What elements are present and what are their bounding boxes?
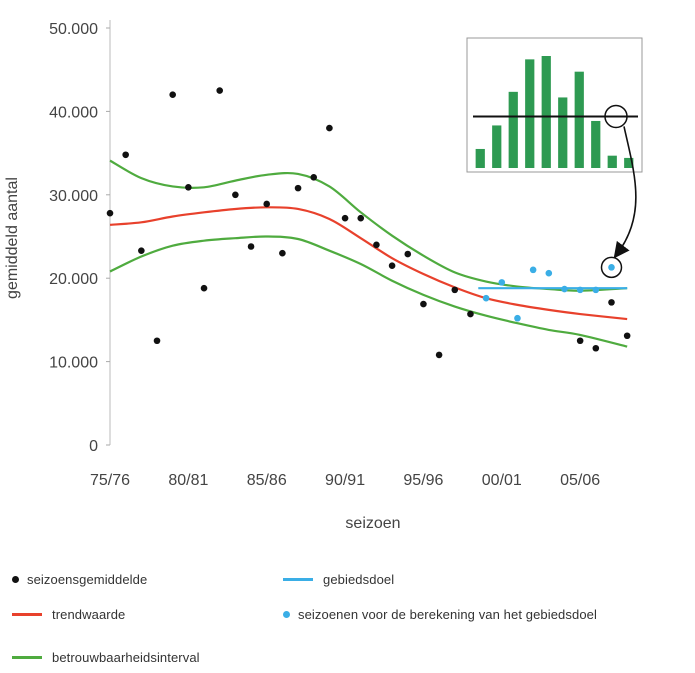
data-point	[357, 214, 365, 222]
data-point	[106, 209, 114, 217]
y-tick-label: 20.000	[49, 271, 98, 288]
data-point	[576, 286, 584, 294]
data-point	[482, 294, 490, 302]
data-point	[623, 332, 631, 340]
legend-item-trendwaarde: trendwaarde	[12, 607, 125, 622]
y-tick-label: 50.000	[49, 21, 98, 38]
data-point	[498, 279, 506, 286]
data-point	[420, 300, 427, 308]
y-axis-label: gemiddeld aantal	[4, 177, 21, 299]
series-line-betrouwbaarheidsinterval-lower	[109, 235, 628, 348]
data-point	[185, 183, 192, 191]
data-point	[310, 173, 318, 181]
data-point	[592, 286, 600, 294]
data-point	[561, 285, 568, 293]
legend-item-gebiedsdoel: gebiedsdoel	[283, 572, 394, 587]
data-point	[138, 247, 145, 254]
inset-bar	[475, 148, 485, 168]
x-tick-label: 80/81	[168, 472, 208, 489]
data-point	[216, 87, 224, 94]
series-line-trendwaarde	[109, 206, 628, 321]
inset-bar	[607, 155, 617, 168]
legend-label: seizoensgemiddelde	[27, 572, 148, 587]
x-axis-ticks: 75/76 80/81 85/86 90/91 95/96 00/01 05/06	[90, 472, 600, 489]
data-point	[232, 191, 239, 199]
legend-label: seizoenen voor de berekening van het geb…	[298, 607, 597, 622]
chart: 0 10.000 20.000 30.000 40.000 50.000 75/76 80/…	[4, 20, 643, 532]
legend-label: gebiedsdoel	[323, 572, 395, 587]
legend-line-icon	[12, 613, 42, 616]
x-tick-label: 85/86	[247, 472, 287, 489]
y-tick-label: 30.000	[49, 188, 98, 205]
callout-arrow	[613, 126, 637, 259]
legend-item-gebiedsdoel-seizoenen: seizoenen voor de berekening van het geb…	[283, 607, 597, 622]
highlight-circle	[600, 256, 623, 279]
legend-item-betrouwbaarheidsinterval: betrouwbaarheidsinterval	[12, 650, 200, 665]
data-point	[529, 266, 537, 274]
legend-dot-icon	[12, 576, 19, 583]
x-tick-label: 05/06	[560, 472, 600, 489]
legend-label: betrouwbaarheidsinterval	[52, 650, 200, 665]
data-point	[435, 351, 443, 359]
data-point	[247, 243, 255, 250]
inset-bar	[574, 71, 584, 168]
data-point	[608, 299, 615, 306]
data-point	[279, 249, 286, 257]
legend-line-icon	[12, 656, 42, 659]
legend-line-icon	[283, 578, 313, 581]
data-point	[451, 286, 459, 294]
x-tick-label: 75/76	[90, 472, 130, 489]
inset-bar	[525, 59, 535, 168]
x-tick-label: 90/91	[325, 472, 365, 489]
data-point	[122, 151, 129, 159]
y-axis-ticks: 0 10.000 20.000 30.000 40.000 50.000	[49, 21, 110, 455]
legend-dot-icon	[283, 611, 290, 618]
legend-item-seizoensgemiddelde: seizoensgemiddelde	[12, 572, 147, 587]
inset-bar	[541, 56, 551, 168]
x-tick-label: 95/96	[403, 472, 443, 489]
x-axis-label: seizoen	[345, 515, 400, 532]
inset-bar-chart	[466, 37, 643, 259]
data-point	[545, 269, 553, 277]
inset-bar	[624, 157, 634, 168]
inset-highlight-circle	[604, 104, 628, 129]
x-tick-label: 00/01	[482, 472, 522, 489]
data-point	[263, 200, 271, 208]
data-point	[514, 314, 521, 322]
y-tick-label: 40.000	[49, 104, 98, 121]
data-point	[294, 184, 302, 192]
data-point	[326, 124, 333, 132]
data-point	[388, 262, 396, 269]
data-point	[169, 91, 176, 99]
y-tick-label: 10.000	[49, 355, 98, 372]
data-point	[200, 284, 208, 292]
data-point	[404, 250, 412, 258]
data-point	[608, 264, 615, 271]
data-point	[576, 337, 584, 345]
inset-bar	[508, 91, 518, 168]
inset-bar	[591, 120, 601, 168]
data-point	[373, 241, 380, 249]
legend-label: trendwaarde	[52, 607, 126, 622]
series-lines	[109, 159, 628, 348]
inset-bar	[492, 125, 502, 168]
data-point	[341, 214, 349, 222]
data-point	[467, 310, 474, 318]
data-point	[592, 344, 600, 352]
series-points	[106, 87, 631, 359]
data-point	[153, 337, 161, 345]
y-tick-label: 0	[89, 438, 98, 455]
inset-bar	[558, 97, 568, 168]
